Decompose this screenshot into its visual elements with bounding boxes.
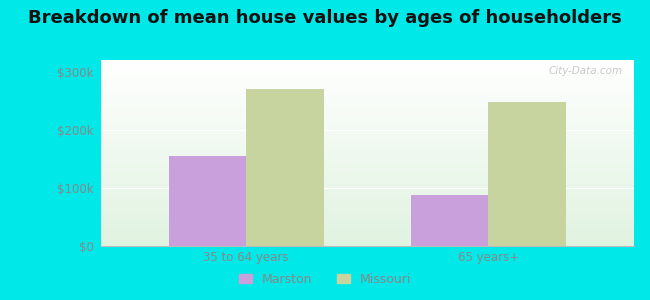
Bar <box>101 187 634 190</box>
Bar <box>101 97 634 101</box>
Bar <box>101 71 634 75</box>
Bar <box>101 134 634 138</box>
Bar <box>101 224 634 227</box>
Bar <box>101 142 634 146</box>
Bar <box>101 138 634 142</box>
Bar <box>101 164 634 168</box>
Bar <box>101 242 634 246</box>
Bar <box>101 64 634 68</box>
Bar <box>101 79 634 82</box>
Bar <box>101 168 634 172</box>
Bar <box>101 179 634 183</box>
Bar <box>101 75 634 79</box>
Bar <box>101 123 634 127</box>
Bar <box>101 94 634 97</box>
Bar <box>101 209 634 212</box>
Bar <box>246 89 324 246</box>
Bar <box>101 235 634 238</box>
Bar <box>101 183 634 187</box>
Bar <box>101 82 634 86</box>
Legend: Marston, Missouri: Marston, Missouri <box>234 268 416 291</box>
Text: Breakdown of mean house values by ages of householders: Breakdown of mean house values by ages o… <box>28 9 622 27</box>
Bar <box>101 60 634 64</box>
Bar <box>101 157 634 160</box>
Bar <box>101 119 634 123</box>
Bar <box>101 105 634 108</box>
Bar <box>101 149 634 153</box>
Bar <box>101 205 634 209</box>
Bar <box>101 216 634 220</box>
Bar <box>168 156 246 246</box>
Bar <box>101 112 634 116</box>
Bar <box>101 101 634 105</box>
Bar <box>101 201 634 205</box>
Bar <box>488 102 566 246</box>
Bar <box>101 172 634 175</box>
Bar <box>101 153 634 157</box>
Bar <box>101 108 634 112</box>
Bar <box>101 238 634 242</box>
Bar <box>101 90 634 94</box>
Bar <box>101 212 634 216</box>
Bar <box>101 175 634 179</box>
Bar <box>101 131 634 134</box>
Bar <box>411 195 488 246</box>
Bar <box>488 102 566 246</box>
Bar <box>101 220 634 224</box>
Bar <box>101 68 634 71</box>
Bar <box>101 194 634 198</box>
Bar <box>101 231 634 235</box>
Bar <box>101 160 634 164</box>
Bar <box>101 127 634 131</box>
Bar <box>101 198 634 201</box>
Bar <box>101 227 634 231</box>
Bar <box>411 195 488 246</box>
Bar <box>101 116 634 119</box>
Text: City-Data.com: City-Data.com <box>549 66 623 76</box>
Bar <box>246 89 324 246</box>
Bar <box>101 86 634 90</box>
Bar <box>168 156 246 246</box>
Bar <box>101 190 634 194</box>
Bar <box>101 146 634 149</box>
